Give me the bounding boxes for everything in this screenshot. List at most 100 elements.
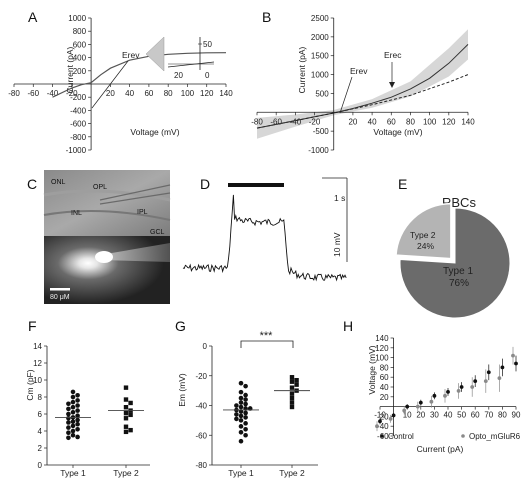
panel-b-xtick-label: -60 — [270, 117, 282, 126]
panel-f-point-type2 — [123, 405, 129, 410]
panel-h-ylabel: Voltage (mV) — [367, 345, 377, 394]
micrograph-pipette — [100, 243, 170, 262]
panel-f-ytick-label: 2 — [38, 444, 43, 453]
panel-h-point-control — [514, 361, 518, 366]
panel-f-point-type1 — [75, 427, 80, 432]
panel-f-xtick-type2: Type 2 — [113, 468, 139, 478]
panel-h-ytick-label: 120 — [375, 344, 389, 353]
panel-d-time-scalebar-label: 1 s — [334, 193, 345, 203]
panel-g-ytick-label: -60 — [195, 431, 207, 440]
panel-h-xtick-label: 50 — [457, 411, 466, 420]
panel-g-point-type2 — [289, 391, 295, 396]
panel-f-ytick-label: 4 — [38, 427, 43, 436]
panel-g-point-type1 — [238, 418, 244, 423]
panel-g-point-type1 — [238, 400, 244, 405]
panel-g-ytick-label: 0 — [203, 342, 208, 351]
panel-h-ytick-label: 80 — [380, 363, 389, 372]
panel-a-xtick-label: 80 — [164, 89, 173, 98]
micrograph-label-gcl: GCL — [150, 229, 165, 236]
panel-b-xtick-label: 40 — [368, 117, 377, 126]
panel-f-point-type2 — [128, 400, 133, 406]
panel-a-ytick-label: 800 — [73, 27, 87, 36]
panel-h-point-opto — [511, 353, 515, 358]
panel-f-point-type2 — [123, 397, 129, 402]
panel-b-xtick-label: -40 — [290, 117, 302, 126]
panel-a-xtick-label: 100 — [181, 89, 195, 98]
panel-f-point-type1 — [70, 423, 76, 429]
panel-g-point-type1 — [243, 383, 248, 389]
panel-h: H -10102030405060708090-60-40-2020406080… — [343, 318, 521, 454]
panel-b-xtick-label: -20 — [309, 117, 321, 126]
panel-g-point-type1 — [243, 421, 248, 426]
micrograph-label-ipl: IPL — [137, 209, 148, 216]
panel-f-point-type1 — [75, 413, 80, 419]
panel-g-point-type1 — [238, 395, 244, 401]
panel-e-type1-pct: 76% — [449, 278, 469, 289]
panel-b-ytick-label: 1000 — [311, 71, 329, 80]
panel-d-voltage-trace — [182, 194, 347, 282]
panel-h-xtick-label: -10 — [374, 411, 386, 420]
panel-g-point-type2 — [289, 375, 295, 380]
panel-letter-g: G — [175, 318, 186, 334]
panel-a-xtick-label: 140 — [219, 89, 233, 98]
micrograph-label-onl: ONL — [51, 179, 66, 186]
panel-f-ytick-label: 10 — [33, 376, 42, 385]
panel-h-point-opto — [402, 408, 407, 413]
panel-a-ytick-label: 200 — [73, 67, 87, 76]
panel-a-xtick-label: -80 — [8, 89, 20, 98]
panel-g-point-type1 — [234, 416, 239, 422]
panel-a-axes — [14, 18, 226, 150]
panel-g-point-type1 — [234, 412, 239, 417]
panel-g-point-type1 — [238, 389, 244, 395]
panel-b-xtick-label: 140 — [461, 117, 475, 126]
panel-g-point-type1 — [243, 427, 248, 432]
panel-a-ytick-label: -1000 — [66, 146, 87, 155]
panel-g-point-type1 — [243, 432, 248, 438]
panel-f-ytick-label: 8 — [38, 393, 43, 402]
panel-b-axes — [257, 18, 468, 150]
panel-letter-a: A — [28, 9, 38, 25]
panel-h-legend-control: Control — [388, 432, 414, 441]
panel-h-point-control — [405, 404, 410, 409]
panel-a-erev-label: Erev — [122, 50, 140, 60]
panel-h-point-opto — [429, 399, 434, 404]
panel-f-point-type1 — [70, 419, 76, 424]
panel-g-point-type1 — [234, 403, 239, 408]
panel-a-ticks: -80 -60 -40 -20 20 40 60 80 100 120 140 -1000 -800 -6… — [8, 14, 233, 155]
panel-a: A -80 -60 -40 -20 20 40 60 80 100 120 140 -1000 -800… — [8, 9, 233, 155]
panel-letter-h: H — [343, 318, 353, 334]
panel-g-point-type1 — [243, 397, 248, 402]
panel-h-point-control — [500, 365, 505, 370]
panel-h-ytick-label: 60 — [380, 373, 389, 382]
panel-letter-c: C — [27, 176, 37, 192]
panel-h-xtick-label: 90 — [512, 411, 521, 420]
panel-f-point-type1 — [66, 425, 71, 430]
panel-f-point-type1 — [70, 404, 76, 410]
panel-f-point-type2 — [123, 429, 129, 435]
panel-h-legend-opto-marker — [461, 434, 465, 438]
panel-h-xtick-label: 40 — [444, 411, 453, 420]
panel-a-ylabel: Current (pA) — [65, 46, 75, 93]
panel-b-ytick-label: -1000 — [308, 146, 329, 155]
panel-g-point-type1 — [243, 415, 248, 420]
panel-f-point-type1 — [66, 411, 71, 417]
panel-e: E RBCs Type 2 24% Type 1 76% — [395, 176, 511, 319]
panel-f-point-type1 — [75, 421, 80, 427]
panel-h-xtick-label: 30 — [430, 411, 439, 420]
panel-g-point-type2 — [294, 378, 299, 383]
panel-f-point-type2 — [128, 427, 133, 433]
panel-g-point-type1 — [238, 429, 244, 435]
panel-d-voltage-scalebar-label: 10 mV — [332, 232, 342, 257]
panel-f-ytick-label: 12 — [33, 359, 42, 368]
panel-f-ytick-label: 14 — [33, 342, 42, 351]
panel-a-inset-xtick-20: 20 — [174, 71, 183, 80]
panel-f-point-type1 — [70, 432, 76, 438]
panel-letter-d: D — [200, 176, 210, 192]
panel-a-ytick-label: -400 — [70, 106, 87, 115]
panel-a-xtick-label: -20 — [66, 89, 78, 98]
panel-g-xtick-type2: Type 2 — [279, 468, 305, 478]
panel-a-iv-curve — [52, 52, 227, 98]
panel-a-ytick-label: 600 — [73, 40, 87, 49]
panel-b-ytick-label: 2500 — [311, 14, 329, 23]
